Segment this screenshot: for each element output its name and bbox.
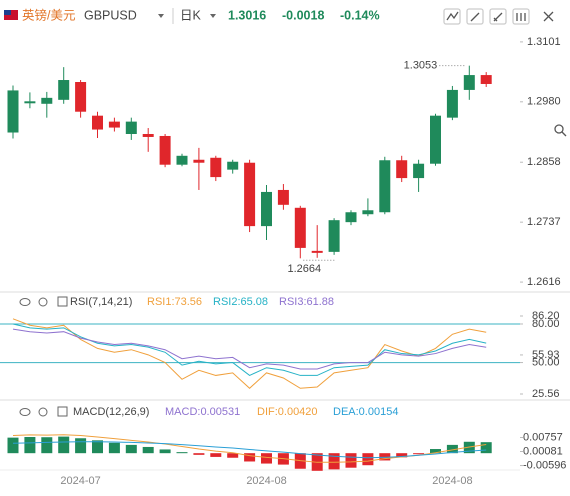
macd-bar [227, 453, 239, 458]
macd-bar [125, 444, 137, 454]
macd-bar [345, 453, 357, 468]
candle-body [58, 80, 70, 100]
macd-bar [108, 442, 120, 454]
macd-bar [244, 453, 256, 462]
change: -0.0018 [282, 8, 324, 22]
macd-line [12, 441, 487, 459]
symbol[interactable]: GBPUSD [84, 8, 137, 22]
candle-body [24, 101, 36, 104]
legend-entry: RSI1:73.56 [147, 296, 202, 308]
candle-body [379, 160, 391, 213]
macd-bar [362, 453, 374, 466]
macd-bar [210, 453, 222, 457]
macd-bar [396, 453, 408, 458]
macd-bar [261, 453, 272, 464]
candle-body [7, 90, 19, 133]
candle-body [480, 75, 492, 84]
candle-body [396, 160, 408, 179]
candle-body [244, 162, 256, 227]
macd-bar [176, 452, 188, 454]
candle-body [41, 97, 53, 104]
dropdown-arrow[interactable] [158, 14, 164, 18]
macd-bar [193, 453, 205, 455]
y-tick-label: 0.00081 [523, 445, 563, 457]
flag-icon [4, 10, 18, 20]
macd-bar [446, 444, 458, 454]
candle-body [311, 250, 323, 253]
y-tick-label: 80.00 [532, 318, 560, 330]
x-tick-label: 2024-08 [432, 475, 472, 487]
rsi-line [12, 318, 487, 389]
y-tick-label: 1.2737 [527, 216, 561, 228]
candle-body [176, 155, 188, 165]
macd-bar [41, 437, 53, 454]
macd-bar [159, 449, 171, 454]
legend-entry: MACD:0.00531 [165, 406, 240, 418]
toolbar[interactable] [443, 8, 567, 137]
candle-body [108, 121, 120, 128]
y-tick-label: 0.00757 [523, 431, 563, 443]
candle-body [92, 115, 103, 130]
y-tick-label: 1.3101 [527, 36, 561, 48]
dropdown-arrow[interactable] [210, 14, 216, 18]
legend-entry: RSI3:61.88 [279, 296, 334, 308]
candle-body [159, 135, 171, 165]
period[interactable]: 日K [180, 8, 202, 22]
rsi-title: RSI(7,14,21) [70, 296, 132, 308]
y-tick-label: 25.56 [532, 388, 560, 400]
candle-body [227, 161, 239, 170]
candle-body [125, 121, 137, 134]
legend-entry: RSI2:65.08 [213, 296, 268, 308]
candle-body [345, 212, 357, 223]
macd-bar [75, 438, 87, 454]
legend-entry: DIF:0.00420 [257, 406, 318, 418]
macd-bar [463, 441, 475, 454]
macd-bar [24, 437, 36, 454]
y-tick-label: 1.2616 [527, 276, 561, 288]
macd-bar [328, 453, 340, 470]
macd-bar [379, 453, 391, 461]
macd-bar [413, 453, 425, 455]
candle-body [446, 89, 458, 118]
change-pct: -0.14% [340, 8, 380, 22]
macd-title: MACD(12,26,9) [73, 406, 149, 418]
candle-body [193, 159, 205, 163]
macd-bar [7, 437, 19, 454]
macd-bar [480, 442, 492, 454]
candle-body [430, 115, 441, 164]
y-tick-label: 50.00 [532, 356, 560, 368]
candle-body [362, 210, 374, 215]
candle-body [261, 191, 272, 227]
y-tick-label: 1.2980 [527, 96, 561, 108]
macd-bar [92, 440, 103, 454]
x-tick-label: 2024-08 [246, 475, 286, 487]
candle-body [142, 134, 154, 137]
y-tick-label: 1.2858 [527, 156, 561, 168]
panel-icons[interactable] [19, 296, 68, 417]
macd-bar [58, 436, 70, 454]
candle-body [277, 189, 289, 205]
low-annotation: 1.2664 [287, 263, 321, 275]
price: 1.3016 [228, 8, 266, 22]
x-tick-label: 2024-07 [60, 475, 100, 487]
y-tick-label: 86.20 [532, 310, 560, 322]
candle-body [294, 207, 306, 248]
candle-body [463, 75, 475, 90]
macd-bar [430, 449, 441, 454]
high-annotation: 1.3053 [404, 60, 438, 72]
candle-body [413, 163, 425, 179]
legend-entry: DEA:0.00154 [333, 406, 398, 418]
macd-bar [142, 446, 154, 454]
candle-body [328, 220, 340, 252]
y-tick-label: 55.93 [532, 349, 560, 361]
rsi-line [12, 328, 487, 370]
candle-body [210, 157, 222, 178]
y-tick-label: -0.00596 [523, 459, 566, 471]
pair-name[interactable]: 英镑/美元 [22, 7, 75, 22]
candle-body [75, 82, 87, 112]
